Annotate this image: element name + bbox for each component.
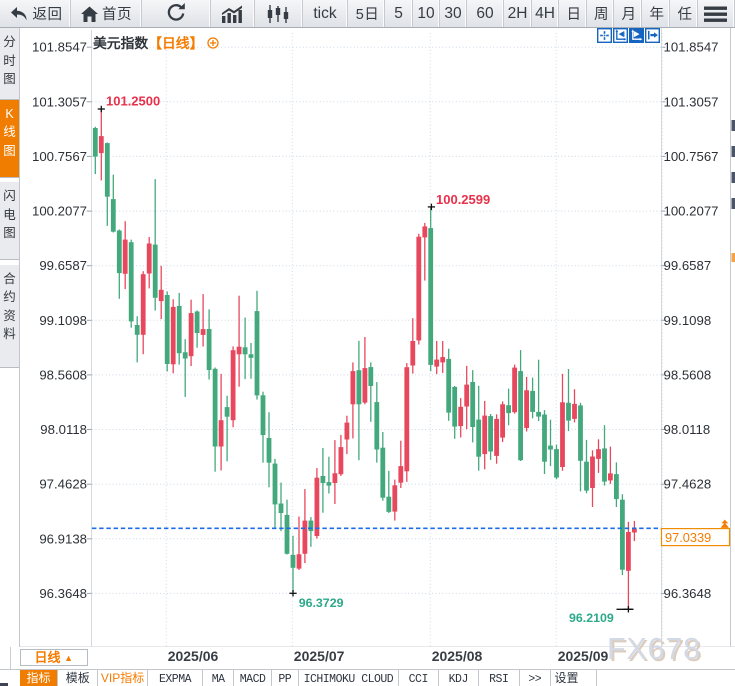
svg-text:100.2077: 100.2077 [32, 204, 87, 219]
svg-text:100.7567: 100.7567 [32, 149, 87, 164]
svg-text:96.2109: 96.2109 [569, 611, 614, 625]
svg-text:101.3057: 101.3057 [32, 94, 87, 109]
svg-text:100.7567: 100.7567 [664, 149, 719, 164]
svg-text:99.1098: 99.1098 [39, 313, 87, 328]
svg-text:96.3648: 96.3648 [664, 586, 712, 601]
svg-text:99.6587: 99.6587 [39, 258, 87, 273]
svg-text:98.0118: 98.0118 [664, 422, 711, 437]
svg-text:96.9138: 96.9138 [39, 531, 87, 546]
svg-text:97.4628: 97.4628 [664, 477, 712, 492]
svg-text:101.8547: 101.8547 [32, 40, 87, 55]
svg-text:96.3648: 96.3648 [39, 586, 87, 601]
svg-text:101.8547: 101.8547 [664, 40, 719, 55]
svg-text:97.4628: 97.4628 [39, 477, 87, 492]
svg-text:100.2077: 100.2077 [664, 204, 719, 219]
svg-text:100.2599: 100.2599 [436, 192, 490, 207]
svg-text:97.0339: 97.0339 [665, 530, 711, 545]
svg-text:99.6587: 99.6587 [664, 258, 712, 273]
svg-text:101.3057: 101.3057 [664, 94, 719, 109]
svg-text:101.2500: 101.2500 [106, 93, 160, 108]
svg-text:98.0118: 98.0118 [40, 422, 87, 437]
svg-text:96.3729: 96.3729 [299, 596, 344, 610]
svg-text:98.5608: 98.5608 [39, 367, 87, 382]
svg-text:99.1098: 99.1098 [664, 313, 712, 328]
svg-text:98.5608: 98.5608 [664, 367, 712, 382]
